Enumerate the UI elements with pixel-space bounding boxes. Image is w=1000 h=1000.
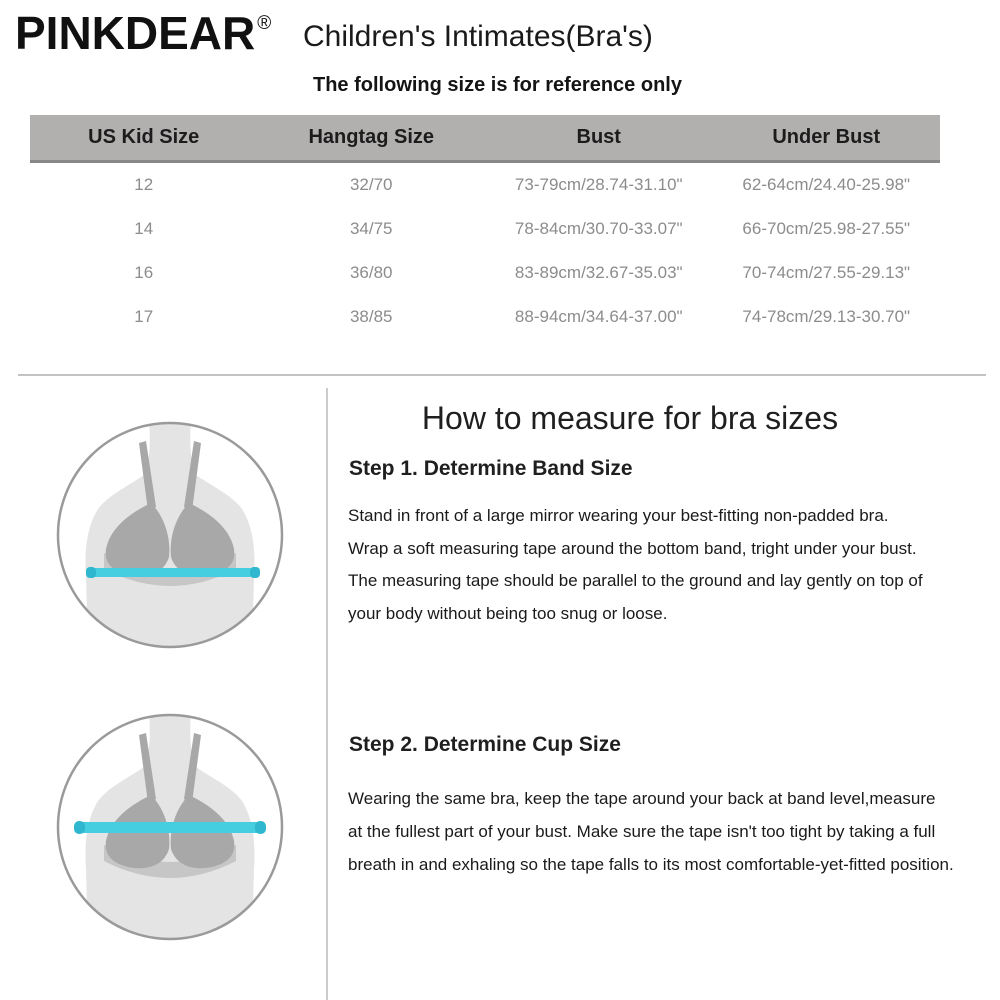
step-1-title: Step 1. Determine Band Size xyxy=(349,457,633,480)
table-cell: 62-64cm/24.40-25.98" xyxy=(742,175,911,194)
bra-cup-left xyxy=(105,503,170,577)
table-cell: 88-94cm/34.64-37.00" xyxy=(514,307,683,326)
size-table-header-cell: Under Bust xyxy=(772,126,881,148)
instruction-line: The measuring tape should be parallel to… xyxy=(348,571,923,590)
page-title: Children's Intimates(Bra's) xyxy=(303,20,653,53)
size-table-header-row: US Kid Size Hangtag Size Bust Under Bust xyxy=(30,115,940,163)
table-cell: 38/85 xyxy=(349,307,393,326)
step-2-instructions: Wearing the same bra, keep the tape arou… xyxy=(348,782,954,881)
size-table-header-cell: Bust xyxy=(576,126,621,148)
tape-tip-left xyxy=(74,821,85,834)
section-divider xyxy=(18,374,986,376)
size-table-header-cell: Hangtag Size xyxy=(308,126,435,148)
bra-strap-left xyxy=(139,733,156,803)
bra-strap-right xyxy=(184,441,201,511)
table-cell: 17 xyxy=(134,307,154,326)
size-table: US Kid Size Hangtag Size Bust Under Bust… xyxy=(30,115,940,339)
measuring-tape-graphic xyxy=(90,568,254,577)
table-row: 12 32/70 73-79cm/28.74-31.10" 62-64cm/24… xyxy=(30,163,940,207)
registered-mark-icon: ® xyxy=(257,12,272,34)
table-row: 14 34/75 78-84cm/30.70-33.07" 66-70cm/25… xyxy=(30,207,940,251)
tape-tip-left xyxy=(86,567,96,578)
instruction-line: at the fullest part of your bust. Make s… xyxy=(348,822,936,841)
table-cell: 73-79cm/28.74-31.10" xyxy=(514,175,683,194)
instruction-line: Wearing the same bra, keep the tape arou… xyxy=(348,789,936,808)
instruction-line: breath in and exhaling so the tape falls… xyxy=(348,855,954,874)
circle-frame xyxy=(56,421,284,649)
step-2-title: Step 2. Determine Cup Size xyxy=(349,733,621,756)
reference-note: The following size is for reference only xyxy=(313,74,682,96)
step-1-instructions: Stand in front of a large mirror wearing… xyxy=(348,500,923,630)
band-measure-illustration xyxy=(52,417,288,653)
bra-cup-right xyxy=(170,503,235,577)
cup-measure-graphic xyxy=(56,713,284,941)
table-cell: 78-84cm/30.70-33.07" xyxy=(514,219,683,238)
column-divider xyxy=(326,388,328,1000)
cup-measure-illustration xyxy=(52,709,288,945)
measuring-tape-graphic xyxy=(78,822,262,833)
table-cell: 34/75 xyxy=(349,219,393,238)
table-cell: 83-89cm/32.67-35.03" xyxy=(514,263,683,282)
tape-tip-right xyxy=(250,567,260,578)
measure-guide-heading: How to measure for bra sizes xyxy=(421,400,839,436)
table-cell: 12 xyxy=(134,175,154,194)
size-table-header-cell: US Kid Size xyxy=(88,126,200,148)
table-cell: 36/80 xyxy=(349,263,393,282)
table-cell: 70-74cm/27.55-29.13" xyxy=(742,263,911,282)
tape-tip-right xyxy=(255,821,266,834)
table-row: 16 36/80 83-89cm/32.67-35.03" 70-74cm/27… xyxy=(30,251,940,295)
circle-frame xyxy=(56,713,284,941)
bra-strap-right xyxy=(184,733,201,803)
table-cell: 66-70cm/25.98-27.55" xyxy=(742,219,911,238)
bra-strap-left xyxy=(139,441,156,511)
table-row: 17 38/85 88-94cm/34.64-37.00" 74-78cm/29… xyxy=(30,295,940,339)
instruction-line: Stand in front of a large mirror wearing… xyxy=(348,506,889,525)
torso-silhouette xyxy=(85,423,255,647)
table-cell: 32/70 xyxy=(349,175,393,194)
table-cell: 74-78cm/29.13-30.70" xyxy=(742,307,911,326)
bra-band xyxy=(104,553,236,586)
instruction-line: Wrap a soft measuring tape around the bo… xyxy=(348,538,917,558)
table-cell: 14 xyxy=(134,219,154,238)
bra-band xyxy=(104,845,236,878)
brand-logo-text: PINKDEAR xyxy=(15,7,256,59)
brand-logo: PINKDEAR ® xyxy=(15,6,271,60)
instruction-line: your body without being too snug or loos… xyxy=(348,603,668,623)
table-cell: 16 xyxy=(134,263,154,282)
band-measure-graphic xyxy=(56,421,284,649)
